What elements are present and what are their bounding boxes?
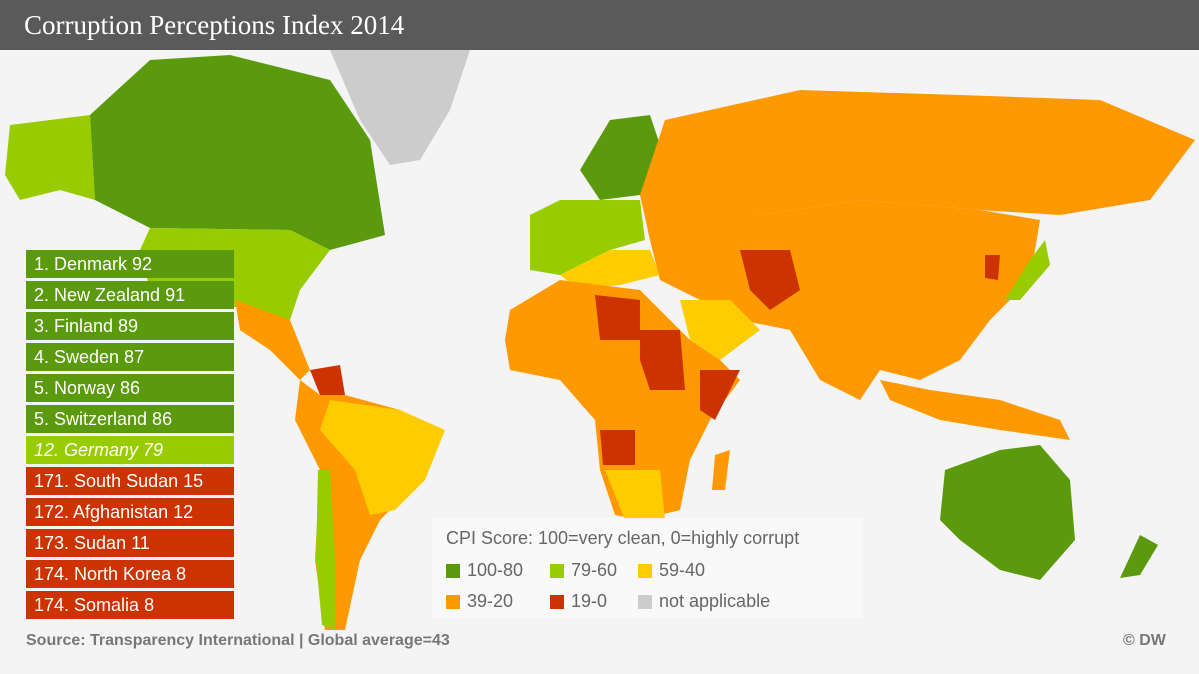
ranking-item: 172. Afghanistan 12 bbox=[26, 498, 234, 526]
legend-label: 39-20 bbox=[467, 591, 514, 611]
region-north-korea bbox=[985, 255, 1000, 280]
ranking-list: 1. Denmark 92 2. New Zealand 91 3. Finla… bbox=[26, 250, 234, 622]
region-africa bbox=[505, 280, 740, 520]
ranking-item: 1. Denmark 92 bbox=[26, 250, 234, 278]
legend-item: 79-60 bbox=[550, 560, 617, 581]
ranking-item: 171. South Sudan 15 bbox=[26, 467, 234, 495]
ranking-item: 173. Sudan 11 bbox=[26, 529, 234, 557]
ranking-item: 174. North Korea 8 bbox=[26, 560, 234, 588]
legend-label: 100-80 bbox=[467, 560, 524, 580]
region-alaska bbox=[5, 115, 95, 200]
region-japan bbox=[1005, 240, 1050, 300]
legend-title: CPI Score: 100=very clean, 0=highly corr… bbox=[446, 528, 800, 548]
page-title: Corruption Perceptions Index 2014 bbox=[24, 10, 405, 40]
source-note: Source: Transparency International | Glo… bbox=[26, 632, 450, 649]
legend-item: not applicable bbox=[638, 591, 770, 612]
legend-swatch bbox=[638, 563, 652, 578]
ranking-item: 5. Switzerland 86 bbox=[26, 405, 234, 433]
region-australia bbox=[940, 445, 1075, 580]
region-southeast-asia bbox=[880, 380, 1070, 440]
region-canada bbox=[90, 55, 385, 250]
credit: © DW bbox=[1123, 632, 1166, 649]
legend-swatch bbox=[550, 563, 564, 578]
legend-label: 79-60 bbox=[571, 560, 618, 580]
region-angola bbox=[600, 430, 635, 465]
region-sudan bbox=[640, 330, 685, 390]
region-new-zealand bbox=[1120, 535, 1158, 578]
region-scandinavia bbox=[580, 115, 665, 200]
legend-label: not applicable bbox=[659, 591, 771, 611]
ranking-item: 174. Somalia 8 bbox=[26, 591, 234, 619]
legend-label: 59-40 bbox=[659, 560, 706, 580]
ranking-item: 3. Finland 89 bbox=[26, 312, 234, 340]
region-western-europe bbox=[530, 200, 645, 275]
region-russia bbox=[640, 90, 1195, 240]
ranking-item: 5. Norway 86 bbox=[26, 374, 234, 402]
region-libya bbox=[595, 295, 640, 340]
legend-item: 59-40 bbox=[638, 560, 705, 581]
region-afghanistan bbox=[740, 250, 800, 310]
legend-item: 100-80 bbox=[446, 560, 523, 581]
legend-item: 39-20 bbox=[446, 591, 513, 612]
map-legend: CPI Score: 100=very clean, 0=highly corr… bbox=[432, 518, 862, 618]
region-venezuela bbox=[310, 365, 345, 395]
legend-swatch bbox=[638, 594, 652, 609]
ranking-item: 2. New Zealand 91 bbox=[26, 281, 234, 309]
region-somalia bbox=[700, 370, 740, 420]
ranking-item: 4. Sweden 87 bbox=[26, 343, 234, 371]
region-saudi-arabia bbox=[680, 300, 760, 360]
ranking-item: 12. Germany 79 bbox=[26, 436, 234, 464]
legend-item: 19-0 bbox=[550, 591, 607, 612]
region-chile bbox=[316, 470, 335, 630]
region-brazil bbox=[320, 400, 445, 515]
legend-label: 19-0 bbox=[571, 591, 608, 611]
region-greenland bbox=[330, 50, 470, 165]
legend-swatch bbox=[446, 563, 460, 578]
region-southern-africa bbox=[605, 470, 665, 520]
region-madagascar bbox=[712, 450, 730, 490]
region-mexico-central-america bbox=[235, 300, 310, 380]
title-bar: Corruption Perceptions Index 2014 bbox=[0, 0, 1199, 50]
legend-swatch bbox=[446, 594, 460, 609]
legend-swatch bbox=[550, 594, 564, 609]
region-southern-europe bbox=[560, 250, 660, 290]
